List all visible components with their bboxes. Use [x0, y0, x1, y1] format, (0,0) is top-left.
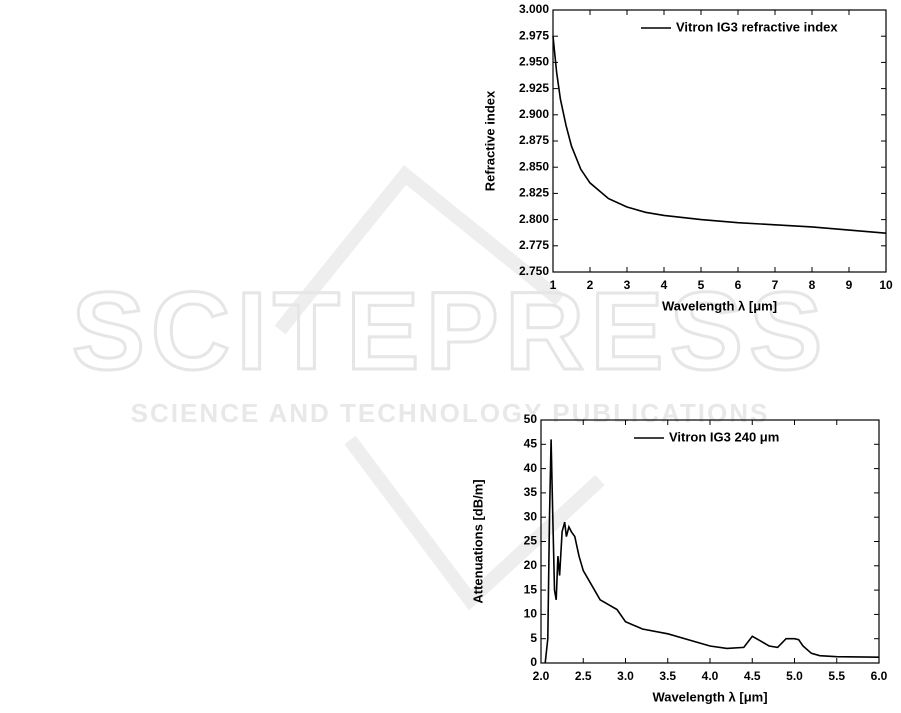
y-tick-label: 2.750 — [519, 264, 549, 278]
x-tick-label: 2 — [587, 278, 594, 292]
y-tick-label: 35 — [524, 485, 538, 499]
y-axis-label: Refractive index — [482, 90, 497, 191]
y-tick-label: 2.925 — [519, 81, 549, 95]
x-axis-label: Wavelength λ [μm] — [662, 298, 777, 313]
x-tick-label: 4.5 — [744, 669, 761, 683]
watermark-logo — [274, 165, 605, 611]
x-tick-label: 4 — [661, 278, 668, 292]
y-tick-label: 2.800 — [519, 212, 549, 226]
x-tick-label: 3.5 — [659, 669, 676, 683]
x-tick-label: 8 — [809, 278, 816, 292]
y-tick-label: 2.875 — [519, 133, 549, 147]
x-tick-label: 10 — [879, 278, 893, 292]
data-line — [552, 36, 887, 234]
x-tick-label: 5 — [698, 278, 705, 292]
x-tick-label: 5.5 — [828, 669, 845, 683]
x-tick-label: 1 — [550, 278, 557, 292]
x-tick-label: 3 — [624, 278, 631, 292]
x-tick-label: 7 — [772, 278, 779, 292]
y-tick-label: 40 — [524, 461, 538, 475]
y-tick-label: 2.850 — [519, 159, 549, 173]
y-tick-label: 2.950 — [519, 55, 549, 69]
x-tick-label: 6.0 — [871, 669, 888, 683]
data-line — [544, 439, 880, 664]
y-tick-label: 20 — [524, 558, 538, 572]
y-tick-label: 15 — [524, 582, 538, 596]
x-tick-label: 2.0 — [533, 669, 550, 683]
x-axis-label: Wavelength λ [μm] — [652, 689, 767, 704]
x-tick-label: 9 — [846, 278, 853, 292]
y-tick-label: 5 — [530, 631, 537, 645]
y-tick-label: 25 — [524, 534, 538, 548]
plot-frame — [540, 419, 880, 664]
x-tick-label: 5.0 — [786, 669, 803, 683]
y-tick-label: 2.775 — [519, 238, 549, 252]
x-tick-label: 2.5 — [575, 669, 592, 683]
legend-label: Vitron IG3 240 μm — [669, 429, 779, 444]
x-tick-label: 3.0 — [617, 669, 634, 683]
plot-frame — [552, 9, 887, 273]
x-tick-label: 4.0 — [702, 669, 719, 683]
y-tick-label: 10 — [524, 607, 538, 621]
y-tick-label: 0 — [530, 655, 537, 669]
y-tick-label: 2.975 — [519, 28, 549, 42]
y-tick-label: 2.900 — [519, 107, 549, 121]
y-tick-label: 30 — [524, 509, 538, 523]
y-tick-label: 3.000 — [519, 2, 549, 16]
watermark-subtitle: SCIENCE AND TECHNOLOGY PUBLICATIONS — [131, 398, 770, 428]
watermark-title: SCITEPRESS — [72, 270, 829, 393]
legend-label: Vitron IG3 refractive index — [676, 19, 838, 34]
y-axis-label: Attenuations [dB/m] — [470, 479, 485, 603]
x-tick-label: 6 — [735, 278, 742, 292]
y-tick-label: 2.825 — [519, 186, 549, 200]
y-tick-label: 45 — [524, 436, 538, 450]
y-tick-label: 50 — [524, 412, 538, 426]
